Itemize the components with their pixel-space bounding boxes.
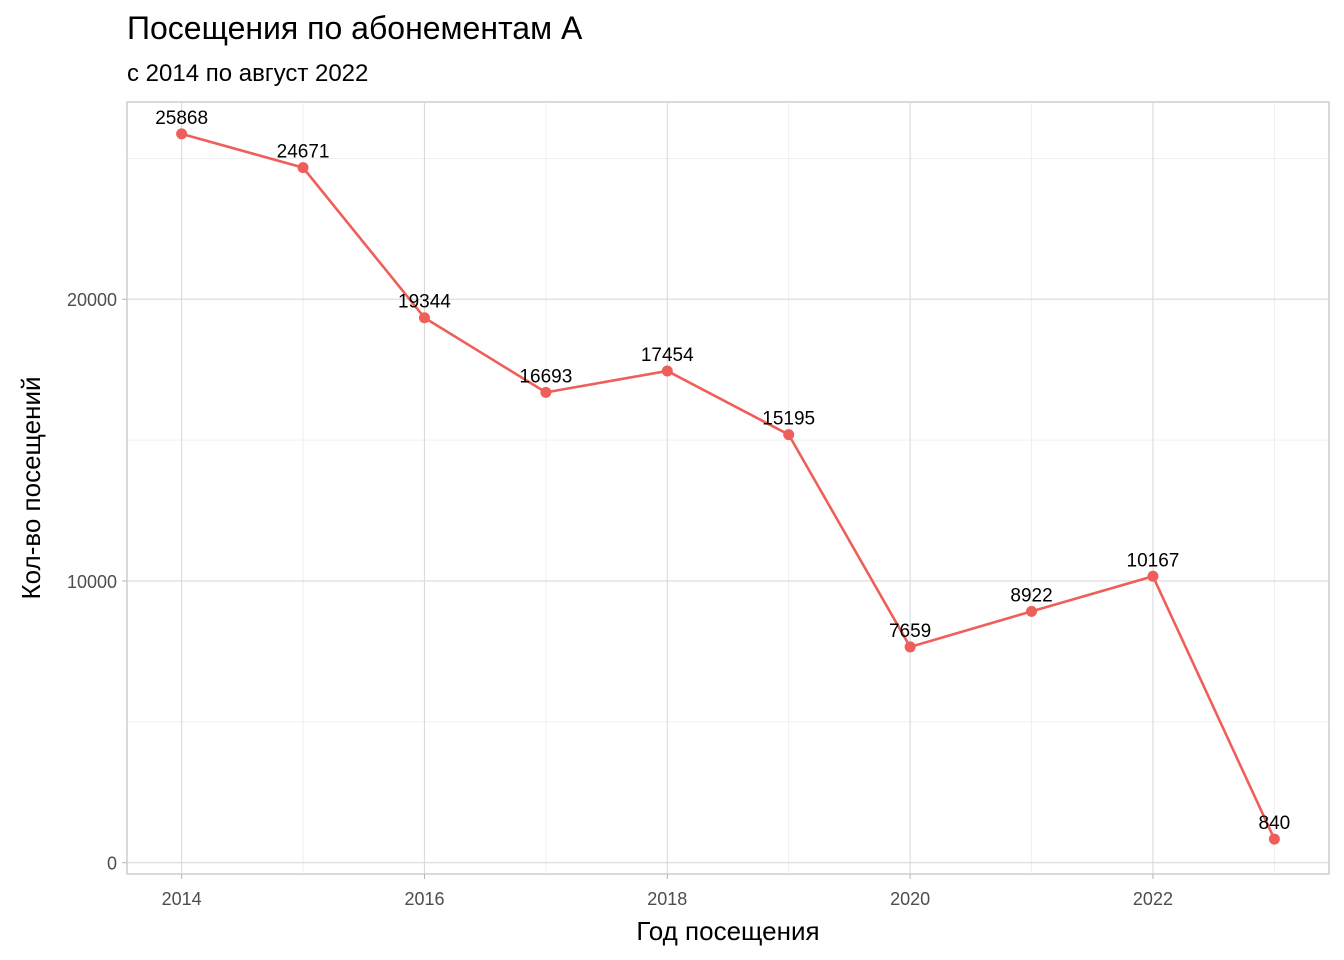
data-point	[904, 641, 916, 653]
data-point	[661, 365, 673, 377]
data-label: 19344	[398, 292, 451, 313]
grid	[127, 102, 1329, 874]
y-tick-label: 10000	[67, 572, 117, 592]
data-point	[176, 128, 188, 140]
data-point	[1268, 833, 1280, 845]
data-label: 7659	[889, 621, 931, 642]
data-point	[540, 386, 552, 398]
x-tick-label: 2016	[404, 889, 444, 909]
x-axis-ticks: 2014 2016 2018 2020 2022	[162, 874, 1173, 909]
series-line	[181, 132, 1276, 840]
y-tick-label: 20000	[67, 290, 117, 310]
chart-subtitle: с 2014 по август 2022	[127, 60, 369, 87]
y-axis-ticks: 0 10000 20000	[67, 290, 127, 874]
data-label: 15195	[762, 409, 815, 430]
data-point	[1026, 605, 1038, 617]
y-tick-label: 0	[107, 854, 117, 874]
x-tick-label: 2018	[647, 889, 687, 909]
plot-panel	[126, 101, 1330, 875]
x-tick-label: 2022	[1133, 889, 1173, 909]
data-point	[297, 162, 309, 174]
data-label: 10167	[1127, 550, 1180, 571]
data-label: 17454	[641, 345, 694, 366]
data-point	[783, 429, 795, 441]
data-label: 25868	[155, 108, 208, 129]
data-point	[1147, 570, 1159, 582]
data-label: 24671	[277, 142, 330, 163]
data-point	[418, 312, 430, 324]
x-tick-label: 2020	[890, 889, 930, 909]
x-axis-label: Год посещения	[636, 916, 819, 946]
data-label: 16693	[519, 366, 572, 387]
chart-title: Посещения по абонементам А	[127, 10, 583, 46]
data-label: 840	[1259, 813, 1291, 834]
series: 25868 24671 19344 16693 17454 15195 7659 8922 10…	[155, 108, 1290, 845]
y-axis-label: Кол-во посещений	[16, 376, 46, 599]
data-label: 8922	[1010, 585, 1052, 606]
x-tick-label: 2014	[162, 889, 202, 909]
